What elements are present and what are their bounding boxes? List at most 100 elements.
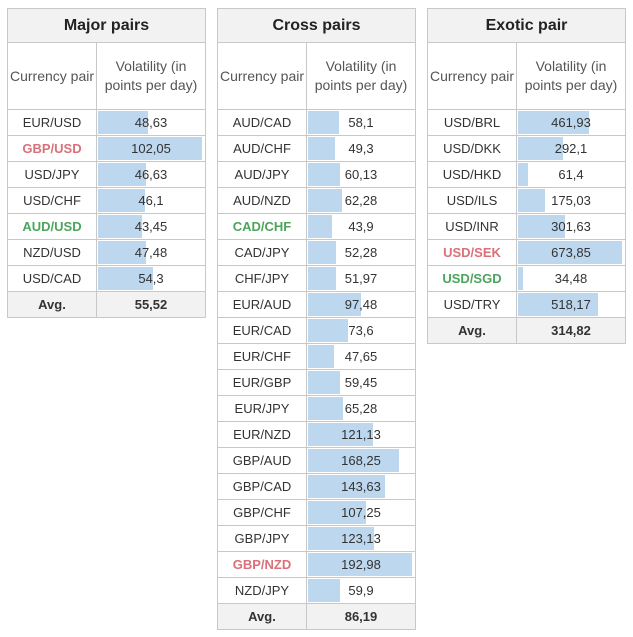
- volatility-bar: [308, 319, 348, 342]
- currency-pair-cell: USD/HKD: [427, 161, 517, 188]
- table-row: USD/SEK 673,85: [427, 239, 626, 266]
- volatility-cell: 46,63: [96, 161, 206, 188]
- average-row: Avg. 55,52: [7, 291, 206, 318]
- volatility-bar: [518, 111, 590, 134]
- volatility-cell: 62,28: [306, 187, 416, 214]
- currency-pair-cell: EUR/CHF: [217, 343, 307, 370]
- table-row: EUR/NZD 121,13: [217, 421, 416, 448]
- volatility-cell: 58,1: [306, 109, 416, 136]
- volatility-cell: 65,28: [306, 395, 416, 422]
- volatility-bar: [98, 241, 147, 264]
- volatility-cell: 461,93: [516, 109, 626, 136]
- volatility-value: 60,13: [344, 167, 378, 182]
- volatility-value: 58,1: [348, 115, 374, 130]
- table-row: EUR/JPY 65,28: [217, 395, 416, 422]
- table-row: CHF/JPY 51,97: [217, 265, 416, 292]
- volatility-cell: 59,9: [306, 577, 416, 604]
- exotic-pairs-table: Exotic pair Currency pair Volatility (in…: [427, 8, 626, 344]
- volatility-value: 65,28: [344, 401, 378, 416]
- table-row: USD/INR 301,63: [427, 213, 626, 240]
- currency-pair-cell: NZD/USD: [7, 239, 97, 266]
- volatility-bar: [308, 293, 361, 316]
- volatility-cell: 73,6: [306, 317, 416, 344]
- volatility-bar: [518, 267, 524, 290]
- volatility-cell: 47,48: [96, 239, 206, 266]
- volatility-value: 121,13: [341, 427, 381, 442]
- table-body: USD/BRL 461,93 USD/DKK 292,1 USD/HKD 61,4 USD/…: [427, 109, 626, 318]
- volatility-header: Volatility (in points per day): [96, 42, 206, 110]
- volatility-cell: 292,1: [516, 135, 626, 162]
- volatility-value: 47,65: [344, 349, 378, 364]
- currency-pair-cell: AUD/USD: [7, 213, 97, 240]
- volatility-bar: [308, 267, 336, 290]
- table-title: Exotic pair: [427, 8, 626, 43]
- volatility-bar: [308, 579, 341, 602]
- avg-label: Avg.: [427, 317, 517, 344]
- volatility-cell: 54,3: [96, 265, 206, 292]
- volatility-value: 46,63: [134, 167, 168, 182]
- volatility-value: 673,85: [551, 245, 591, 260]
- volatility-cell: 192,98: [306, 551, 416, 578]
- table-title: Major pairs: [7, 8, 206, 43]
- volatility-cell: 102,05: [96, 135, 206, 162]
- currency-pair-cell: USD/CAD: [7, 265, 97, 292]
- volatility-cell: 175,03: [516, 187, 626, 214]
- volatility-value: 143,63: [341, 479, 381, 494]
- volatility-cell: 673,85: [516, 239, 626, 266]
- currency-pair-cell: CAD/JPY: [217, 239, 307, 266]
- volatility-value: 102,05: [131, 141, 171, 156]
- volatility-bar: [518, 137, 564, 160]
- volatility-cell: 48,63: [96, 109, 206, 136]
- table-body: EUR/USD 48,63 GBP/USD 102,05 USD/JPY 46,63 USD…: [7, 109, 206, 292]
- volatility-bar: [308, 501, 366, 524]
- cross-pairs-table: Cross pairs Currency pair Volatility (in…: [217, 8, 416, 630]
- volatility-cell: 46,1: [96, 187, 206, 214]
- table-row: USD/CHF 46,1: [7, 187, 206, 214]
- table-row: USD/ILS 175,03: [427, 187, 626, 214]
- volatility-value: 47,48: [134, 245, 168, 260]
- volatility-value: 192,98: [341, 557, 381, 572]
- table-row: USD/BRL 461,93: [427, 109, 626, 136]
- volatility-bar: [308, 215, 332, 238]
- table-row: GBP/CAD 143,63: [217, 473, 416, 500]
- volatility-value: 175,03: [551, 193, 591, 208]
- table-row: USD/SGD 34,48: [427, 265, 626, 292]
- table-row: EUR/USD 48,63: [7, 109, 206, 136]
- volatility-bar: [98, 111, 148, 134]
- volatility-cell: 59,45: [306, 369, 416, 396]
- currency-pair-cell: AUD/CAD: [217, 109, 307, 136]
- table-row: AUD/NZD 62,28: [217, 187, 416, 214]
- volatility-cell: 34,48: [516, 265, 626, 292]
- table-row: USD/JPY 46,63: [7, 161, 206, 188]
- currency-pair-cell: USD/SEK: [427, 239, 517, 266]
- volatility-cell: 121,13: [306, 421, 416, 448]
- table-row: GBP/NZD 192,98: [217, 551, 416, 578]
- volatility-value: 34,48: [554, 271, 588, 286]
- currency-pair-cell: GBP/CAD: [217, 473, 307, 500]
- volatility-value: 48,63: [134, 115, 168, 130]
- volatility-cell: 168,25: [306, 447, 416, 474]
- table-row: EUR/CHF 47,65: [217, 343, 416, 370]
- volatility-value: 73,6: [348, 323, 374, 338]
- table-row: NZD/USD 47,48: [7, 239, 206, 266]
- volatility-value: 59,9: [348, 583, 374, 598]
- currency-pair-cell: EUR/JPY: [217, 395, 307, 422]
- currency-pair-cell: CHF/JPY: [217, 265, 307, 292]
- table-row: GBP/CHF 107,25: [217, 499, 416, 526]
- volatility-value: 49,3: [348, 141, 374, 156]
- currency-pair-cell: EUR/AUD: [217, 291, 307, 318]
- volatility-cell: 97,48: [306, 291, 416, 318]
- volatility-value: 518,17: [551, 297, 591, 312]
- volatility-bar: [308, 189, 342, 212]
- volatility-cell: 107,25: [306, 499, 416, 526]
- currency-pair-cell: AUD/NZD: [217, 187, 307, 214]
- avg-label: Avg.: [7, 291, 97, 318]
- volatility-header: Volatility (in points per day): [306, 42, 416, 110]
- avg-label: Avg.: [217, 603, 307, 630]
- table-row: AUD/JPY 60,13: [217, 161, 416, 188]
- volatility-header: Volatility (in points per day): [516, 42, 626, 110]
- table-title: Cross pairs: [217, 8, 416, 43]
- currency-pair-cell: USD/JPY: [7, 161, 97, 188]
- table-row: GBP/USD 102,05: [7, 135, 206, 162]
- volatility-cell: 143,63: [306, 473, 416, 500]
